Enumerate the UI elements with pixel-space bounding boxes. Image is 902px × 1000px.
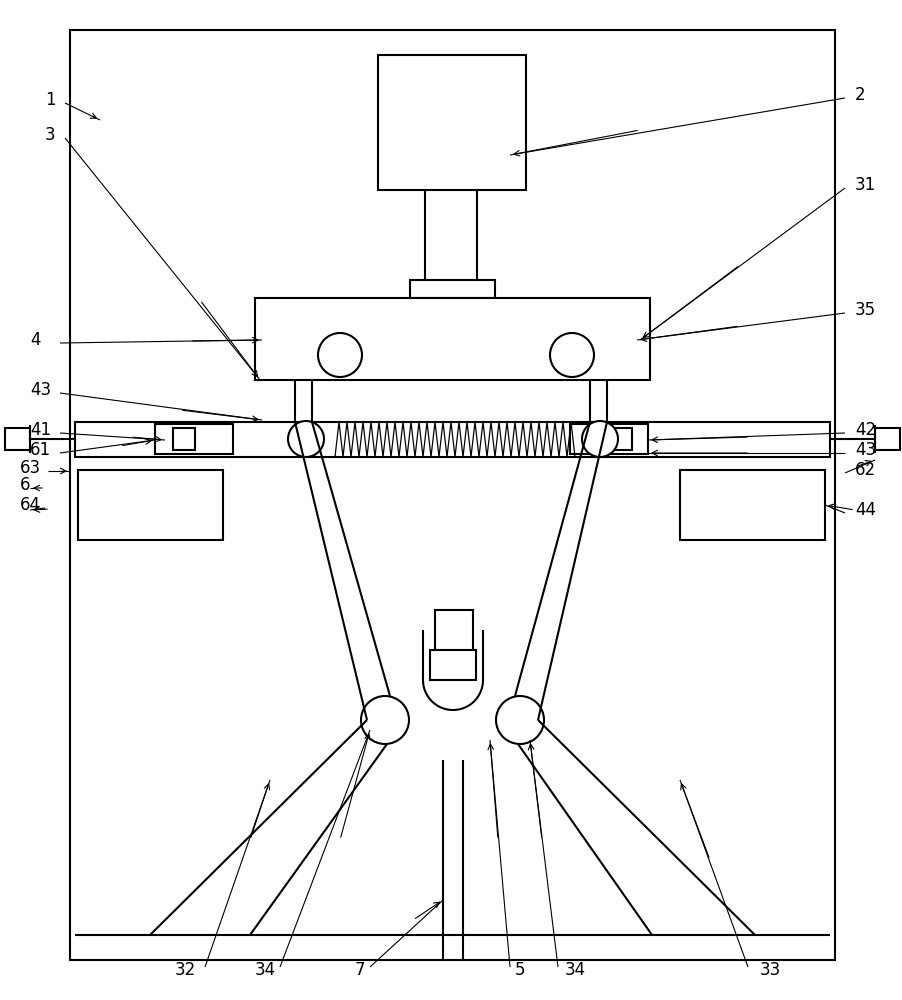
Text: 63: 63 xyxy=(20,459,41,477)
Text: 5: 5 xyxy=(515,961,526,979)
Circle shape xyxy=(288,421,324,457)
Circle shape xyxy=(582,421,618,457)
Bar xyxy=(570,424,648,454)
Text: 7: 7 xyxy=(355,961,365,979)
Text: 34: 34 xyxy=(565,961,586,979)
Text: 43: 43 xyxy=(30,381,51,399)
Circle shape xyxy=(361,696,409,744)
Text: 34: 34 xyxy=(255,961,276,979)
Text: 31: 31 xyxy=(855,176,876,194)
Bar xyxy=(378,55,526,190)
Text: 35: 35 xyxy=(855,301,876,319)
Circle shape xyxy=(318,333,362,377)
Bar xyxy=(173,428,195,450)
Bar xyxy=(70,30,835,960)
Text: 3: 3 xyxy=(45,126,56,144)
Bar xyxy=(78,470,223,540)
Bar xyxy=(75,422,830,457)
Text: 43: 43 xyxy=(855,441,876,459)
Bar xyxy=(610,428,632,450)
Bar xyxy=(430,650,476,680)
Text: 6: 6 xyxy=(20,476,31,494)
Circle shape xyxy=(496,696,544,744)
Text: 33: 33 xyxy=(760,961,781,979)
Text: 2: 2 xyxy=(855,86,866,104)
Text: 61: 61 xyxy=(30,441,51,459)
Text: 44: 44 xyxy=(855,501,876,519)
Bar xyxy=(875,428,900,450)
Bar xyxy=(680,470,825,540)
Text: 62: 62 xyxy=(855,461,876,479)
Circle shape xyxy=(550,333,594,377)
Text: 1: 1 xyxy=(45,91,56,109)
Text: 64: 64 xyxy=(20,496,41,514)
Text: 4: 4 xyxy=(30,331,41,349)
Bar xyxy=(435,610,473,670)
Text: 32: 32 xyxy=(175,961,197,979)
Bar xyxy=(155,424,233,454)
Text: 41: 41 xyxy=(30,421,51,439)
Bar xyxy=(255,298,650,380)
Text: 42: 42 xyxy=(855,421,876,439)
Bar xyxy=(5,428,30,450)
Bar xyxy=(410,280,495,298)
